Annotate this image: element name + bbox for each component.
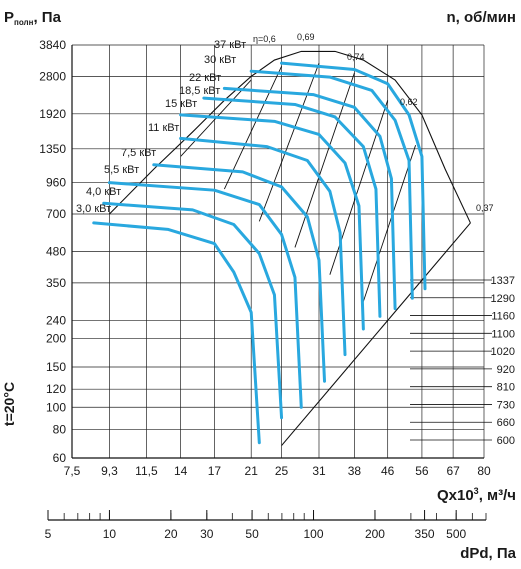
efficiency-label: 0,37: [476, 203, 494, 213]
efficiency-label: η=0,6: [253, 34, 276, 44]
power-label: 4,0 кВт: [86, 186, 121, 198]
rpm-tick-label: 1160: [491, 311, 515, 323]
y-tick-label: 150: [46, 360, 66, 374]
power-label: 18,5 кВт: [179, 85, 220, 97]
y-tick-label: 80: [53, 422, 67, 436]
x-axis-title-main: Qx10: [437, 487, 474, 504]
y-tick-label: 100: [46, 400, 66, 414]
fan-curve-7: [152, 163, 327, 383]
fan-curve-10: [92, 221, 261, 445]
rpm-tick-label: 730: [497, 399, 515, 411]
x-tick-label: 46: [381, 464, 395, 478]
x-tick-label: 38: [348, 464, 362, 478]
y-tick-label: 350: [46, 276, 66, 290]
power-label: 3,0 кВт: [76, 203, 111, 215]
dp-tick-label: 500: [446, 527, 466, 541]
rpm-tick-label: 920: [497, 364, 515, 376]
y-axis-title-main: P: [4, 9, 14, 26]
x-tick-label: 17: [208, 464, 222, 478]
efficiency-label: 0,62: [400, 97, 418, 107]
dp-tick-label: 20: [164, 527, 178, 541]
fan-curve-1: [280, 61, 427, 291]
fan-curve-3: [222, 86, 397, 311]
x-tick-label: 67: [446, 464, 460, 478]
power-label: 15 кВт: [165, 98, 197, 110]
grid: [47, 44, 492, 521]
power-label: 30 кВт: [204, 54, 236, 66]
efficiency-ray: [294, 72, 355, 248]
power-label: 22 кВт: [189, 72, 221, 84]
envelope-upper-arc: [109, 50, 471, 224]
dp-tick-label: 5: [45, 527, 52, 541]
efficiency-label: 0,69: [297, 32, 315, 42]
y-tick-label: 2800: [39, 69, 66, 83]
x-tick-label: 14: [174, 464, 188, 478]
efficiency-ray: [223, 66, 282, 190]
y-tick-label: 1920: [39, 107, 66, 121]
fan-curve-4: [202, 96, 382, 318]
chart-labels: 3840280019201350960700480350240200150120…: [39, 32, 515, 541]
y-tick-label: 1350: [39, 142, 66, 156]
power-label: 11 кВт: [148, 122, 179, 134]
dp-tick-label: 100: [304, 527, 324, 541]
y-tick-label: 120: [46, 382, 66, 396]
rpm-tick-label: 1290: [491, 293, 515, 305]
y-tick-label: 200: [46, 331, 66, 345]
series-lines: [92, 61, 427, 445]
power-label: 5,5 кВт: [104, 164, 139, 176]
x-tick-label: 56: [415, 464, 429, 478]
dp-tick-label: 50: [245, 527, 259, 541]
rpm-tick-label: 810: [497, 382, 515, 394]
x-axis-title-superscript: 3: [474, 486, 479, 496]
efficiency-ray: [362, 145, 417, 302]
y-tick-label: 960: [46, 176, 66, 190]
dp-axis-title: dPd, Па: [460, 545, 516, 562]
fan-curve-2: [249, 69, 414, 300]
envelope-lower-line: [281, 222, 471, 446]
efficiency-label: 0,74: [347, 52, 365, 62]
dp-tick-label: 350: [415, 527, 435, 541]
x-tick-label: 80: [477, 464, 491, 478]
rpm-axis-title: n, об/мин: [447, 9, 516, 26]
x-tick-label: 11,5: [135, 464, 158, 478]
x-axis-title-unit: , м³/ч: [479, 487, 516, 504]
y-tick-label: 240: [46, 313, 66, 327]
power-label: 7,5 кВт: [121, 147, 156, 159]
rpm-tick-label: 1100: [491, 328, 515, 340]
y-axis-title-unit: , Па: [33, 9, 61, 26]
x-tick-label: 9,3: [101, 464, 118, 478]
rpm-tick-label: 1020: [491, 346, 515, 358]
fan-curve-5: [179, 113, 365, 331]
y-tick-label: 3840: [39, 38, 66, 52]
fan-curve-8: [107, 181, 303, 409]
y-tick-label: 60: [53, 451, 67, 465]
y-tick-label: 480: [46, 245, 66, 259]
fan-curve-9: [102, 201, 284, 420]
dp-tick-label: 10: [103, 527, 117, 541]
y-tick-label: 700: [46, 207, 66, 221]
x-tick-label: 7,5: [64, 464, 81, 478]
dp-tick-label: 30: [200, 527, 214, 541]
rpm-tick-label: 660: [497, 417, 515, 429]
x-axis-title: Qx103, м³/ч: [437, 486, 516, 504]
power-label: 37 кВт: [214, 39, 246, 51]
x-tick-label: 21: [245, 464, 259, 478]
efficiency-ray: [258, 62, 320, 222]
rpm-tick-label: 1337: [491, 275, 515, 287]
temperature-label: t=20°C: [1, 382, 17, 426]
y-axis-title: Pполн, Па: [4, 9, 62, 27]
y-axis-title-subscript: полн: [14, 18, 34, 27]
dp-tick-label: 200: [365, 527, 385, 541]
fan-curve-6: [179, 136, 347, 357]
x-tick-label: 31: [312, 464, 326, 478]
rpm-tick-label: 600: [497, 435, 515, 447]
x-tick-label: 25: [275, 464, 289, 478]
